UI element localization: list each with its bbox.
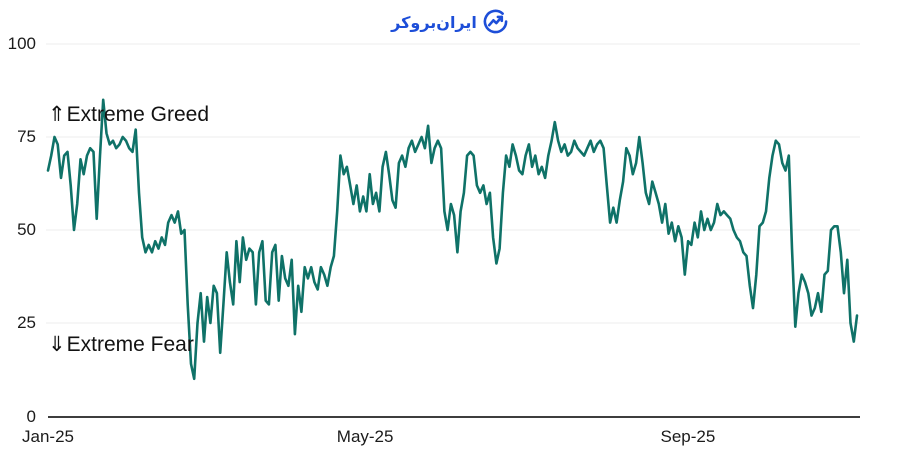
trend-up-circle-icon	[483, 9, 508, 34]
up-arrow-icon: ⇑	[48, 101, 66, 126]
extreme-greed-label: Extreme Greed	[66, 102, 209, 126]
y-axis-tick-label: 0	[26, 407, 36, 426]
y-axis-tick-label: 50	[17, 220, 36, 239]
x-axis-tick-label: Jan-25	[22, 427, 74, 446]
extreme-greed-annotation: ⇑Extreme Greed	[48, 100, 209, 129]
y-axis-tick-label: 25	[17, 313, 36, 332]
fear-greed-line[interactable]	[46, 98, 859, 381]
brand-logo-text: ایران‌بروکر	[391, 12, 477, 32]
header: ایران‌بروکر	[0, 0, 900, 41]
extreme-fear-label: Extreme Fear	[66, 333, 194, 357]
x-axis-tick-label: Sep-25	[660, 427, 716, 446]
y-axis-tick-label: 75	[17, 127, 36, 146]
extreme-fear-annotation: ⇓Extreme Fear	[48, 330, 194, 359]
y-axis-tick-label: 100	[7, 34, 36, 53]
down-arrow-icon: ⇓	[48, 332, 66, 357]
brand-logo[interactable]: ایران‌بروکر	[377, 0, 523, 41]
x-axis-tick-label: May-25	[336, 427, 394, 446]
